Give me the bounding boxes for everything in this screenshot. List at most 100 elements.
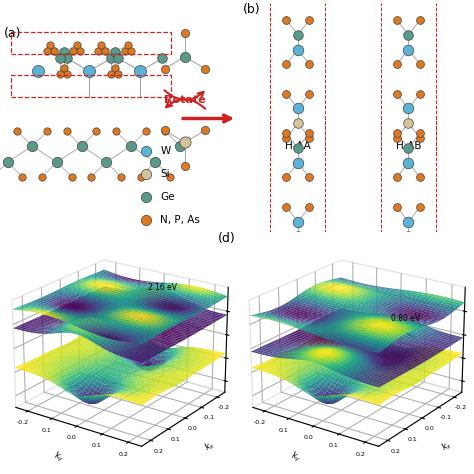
Point: [152, 158, 159, 166]
Point: [161, 65, 168, 73]
Point: [92, 128, 100, 135]
Point: [43, 128, 51, 135]
Point: [56, 70, 64, 77]
Bar: [11, 75, 171, 97]
Point: [306, 134, 313, 142]
Point: [306, 173, 313, 181]
Point: [137, 67, 144, 75]
Point: [88, 173, 95, 181]
Text: H-AB: H-AB: [396, 140, 421, 151]
Point: [142, 171, 150, 178]
Text: (a): (a): [4, 27, 21, 40]
Point: [60, 48, 67, 56]
Point: [393, 129, 401, 137]
Point: [128, 47, 135, 55]
Point: [393, 16, 401, 24]
X-axis label: $k_y$: $k_y$: [289, 450, 303, 465]
X-axis label: $k_y$: $k_y$: [52, 450, 66, 465]
Point: [76, 47, 84, 55]
Point: [405, 46, 412, 53]
Point: [294, 31, 301, 38]
Point: [283, 61, 290, 68]
Text: (b): (b): [243, 3, 261, 16]
Point: [68, 173, 75, 181]
Point: [127, 142, 135, 150]
Point: [70, 47, 77, 55]
Point: [56, 55, 64, 62]
Text: H-BA: H-BA: [285, 254, 310, 264]
Point: [283, 203, 290, 211]
Point: [416, 173, 424, 181]
Point: [416, 247, 424, 255]
Point: [181, 30, 189, 37]
Point: [294, 233, 301, 240]
Point: [50, 47, 57, 55]
Point: [114, 55, 122, 62]
Text: Si: Si: [160, 169, 170, 180]
Point: [283, 90, 290, 98]
Point: [393, 173, 401, 181]
Point: [393, 134, 401, 142]
Text: Rotate: Rotate: [164, 94, 206, 105]
Point: [306, 247, 313, 255]
Point: [114, 70, 122, 77]
Point: [142, 148, 150, 155]
Point: [405, 144, 412, 152]
Point: [108, 70, 115, 77]
Point: [78, 142, 85, 150]
Text: Ge: Ge: [160, 192, 175, 202]
Point: [306, 90, 313, 98]
Point: [142, 217, 150, 224]
Point: [416, 203, 424, 211]
Point: [94, 47, 102, 55]
Point: [181, 162, 189, 170]
Point: [306, 129, 313, 137]
Point: [63, 128, 71, 135]
Point: [294, 46, 301, 53]
Point: [283, 16, 290, 24]
Point: [14, 128, 21, 135]
Point: [137, 173, 145, 181]
Text: H-AA: H-AA: [285, 140, 310, 151]
Point: [111, 64, 118, 72]
Point: [46, 41, 54, 48]
Bar: [11, 32, 171, 54]
Text: N, P, As: N, P, As: [160, 215, 201, 225]
Point: [181, 138, 189, 146]
Point: [34, 67, 42, 75]
Point: [306, 16, 313, 24]
Point: [294, 105, 301, 112]
Point: [4, 158, 11, 166]
Point: [416, 129, 424, 137]
Point: [38, 173, 46, 181]
Point: [176, 142, 184, 150]
Point: [85, 67, 93, 75]
Point: [162, 128, 169, 135]
Point: [283, 134, 290, 142]
Point: [416, 61, 424, 68]
Point: [108, 55, 115, 62]
Point: [405, 31, 412, 38]
Text: (d): (d): [218, 232, 236, 245]
Point: [283, 173, 290, 181]
Point: [159, 55, 166, 62]
Point: [201, 65, 209, 73]
Point: [111, 48, 118, 56]
Point: [18, 173, 26, 181]
Point: [112, 128, 120, 135]
Point: [142, 128, 149, 135]
Point: [101, 47, 109, 55]
Point: [416, 90, 424, 98]
Point: [191, 128, 199, 135]
Point: [283, 247, 290, 255]
Point: [53, 158, 61, 166]
Point: [306, 203, 313, 211]
Point: [63, 70, 71, 77]
Point: [102, 158, 110, 166]
Point: [405, 218, 412, 226]
Point: [117, 173, 125, 181]
Point: [73, 41, 81, 48]
Point: [405, 159, 412, 166]
Point: [63, 55, 71, 62]
Point: [294, 119, 301, 127]
